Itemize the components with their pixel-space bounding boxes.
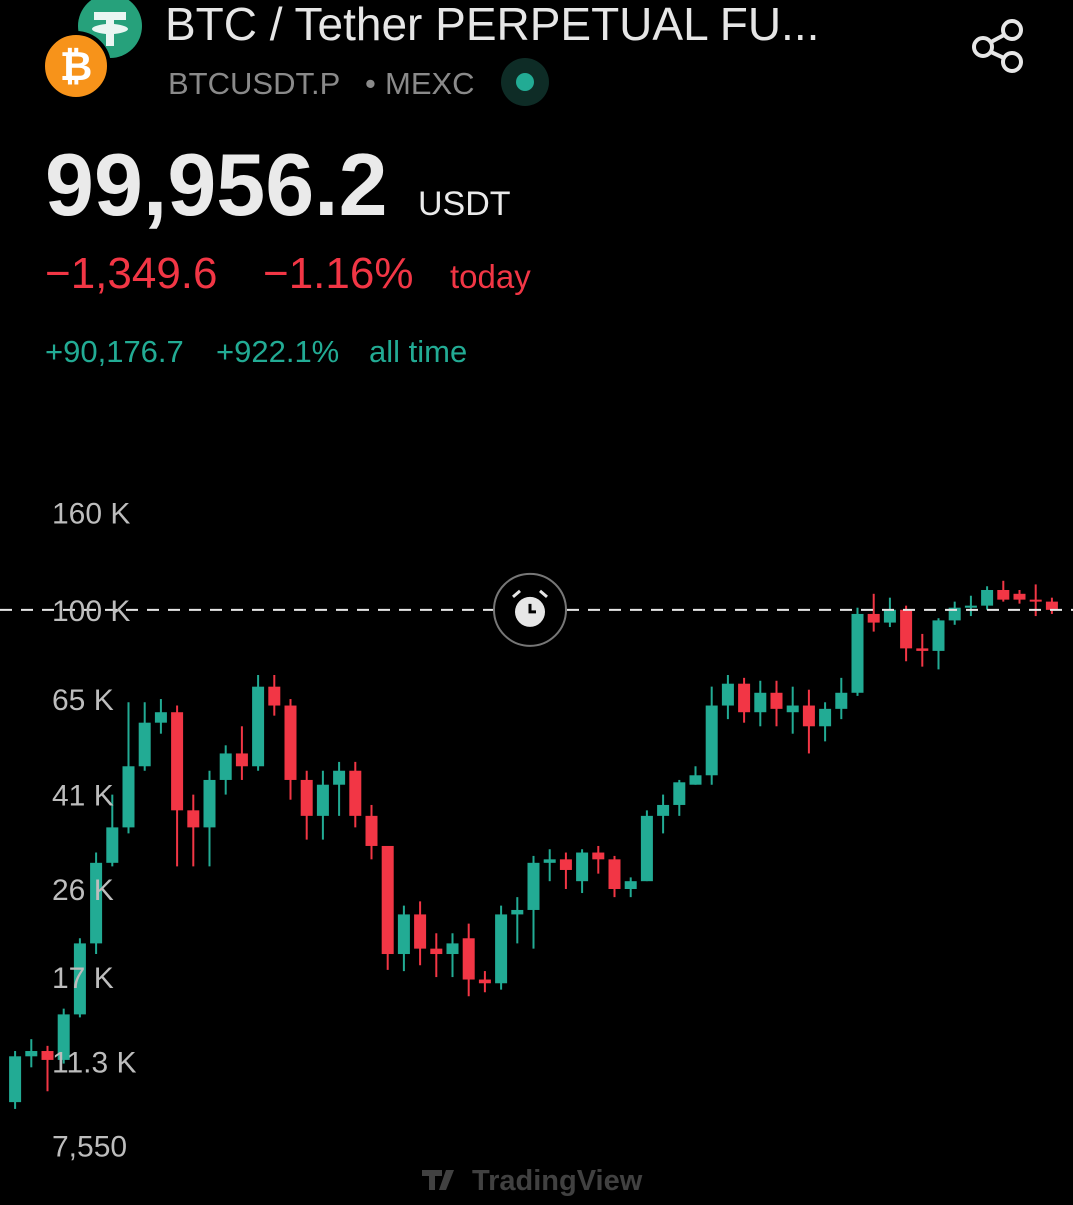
candle-body [90,862,103,944]
alert-button[interactable] [493,572,567,647]
all-time-label: all time [369,334,467,369]
candles [9,580,1058,1109]
change-all-time: +90,176.7 [45,334,184,369]
alert-hands [528,603,536,614]
today-label: today [450,258,531,295]
candle-body [203,779,216,828]
title: BTC / Tether PERPETUAL FU... [165,0,819,50]
live-indicator [501,58,549,106]
y-tick-label: 100 K [52,595,130,628]
bitcoin-logo: ₿ [41,31,111,101]
candle-body [235,753,248,767]
change-today-pct: −1.16% [263,249,413,298]
candle-body [883,609,896,623]
candle-body [1013,593,1026,600]
exchange: MEXC [385,66,475,101]
candle-body [1045,601,1058,610]
candle-body [268,686,281,706]
candle-body [997,589,1010,600]
candle-body [1029,599,1042,602]
candle-body [754,692,767,713]
candle-body [981,589,994,606]
candle-body [964,605,977,608]
candle-body [187,810,200,828]
candle-body [106,827,119,863]
currency: USDT [418,185,511,223]
change-today: −1,349.6 [45,249,218,298]
candle-body [738,683,751,713]
candle-body [932,620,945,651]
candle-body [349,770,362,816]
candle-body [900,609,913,649]
candle-body [657,804,670,816]
candle-body [446,943,459,955]
watermark: TradingView [422,1165,643,1197]
y-tick-label: 41 K [52,780,114,813]
candle-body [365,815,378,846]
candle-body [252,686,265,767]
candle-body [171,712,184,811]
candle-body [819,708,832,727]
candle-body [430,948,443,955]
candle-body [576,852,589,882]
candle-body [770,692,783,709]
candle-body [916,648,929,651]
candle-body [138,722,151,767]
candle-body [786,705,799,713]
candle-body [592,852,605,860]
alert-bells [512,589,548,598]
candle-body [57,1014,70,1060]
candle-body [154,712,167,723]
y-tick-label: 65 K [52,684,114,717]
candle-body [73,943,86,1015]
candle-body [25,1051,38,1057]
candle-body [316,784,329,816]
candle-body [381,845,394,955]
candle-body [721,683,734,706]
svg-text:₿: ₿ [60,45,93,89]
candle-body [608,859,621,890]
symbol: BTCUSDT.P [168,66,340,101]
candle-body [397,914,410,955]
y-tick-label: 7,550 [52,1130,127,1163]
candle-body [835,692,848,709]
change-all-time-pct: +922.1% [216,334,339,369]
separator: • [365,66,376,101]
candle-body [543,859,556,863]
candle-body [122,766,135,828]
candle-body [495,914,508,984]
candle-body [948,607,961,621]
candle-body [462,938,475,980]
share-button[interactable] [972,19,1023,73]
y-tick-label: 11.3 K [52,1047,137,1080]
y-tick-label: 160 K [52,497,130,530]
price: 99,956.2 [45,135,388,234]
candle-body [511,909,524,915]
candle-body [300,779,313,816]
candle-body [219,753,232,780]
candle-body [867,613,880,623]
overlay [0,572,1073,647]
candle-body [9,1056,22,1103]
candle-body [284,705,297,780]
candle-body [624,881,637,890]
candle-body [414,914,427,949]
candle-body [689,775,702,785]
candle-body [802,705,815,727]
candle-body [527,862,540,910]
candle-body [478,979,491,984]
candle-body [705,705,718,776]
candle-body [673,782,686,805]
y-tick-label: 26 K [52,874,114,907]
candle-body [333,770,346,785]
candle-body [851,613,864,693]
candle-body [559,859,572,870]
candle-body [41,1051,54,1060]
watermark-text: TradingView [472,1165,643,1197]
y-tick-label: 17 K [52,962,114,995]
y-axis: 160 K 100 K 65 K 41 K 26 K 17 K 11.3 K 7,550 [52,497,137,1163]
candle-body [640,815,653,882]
